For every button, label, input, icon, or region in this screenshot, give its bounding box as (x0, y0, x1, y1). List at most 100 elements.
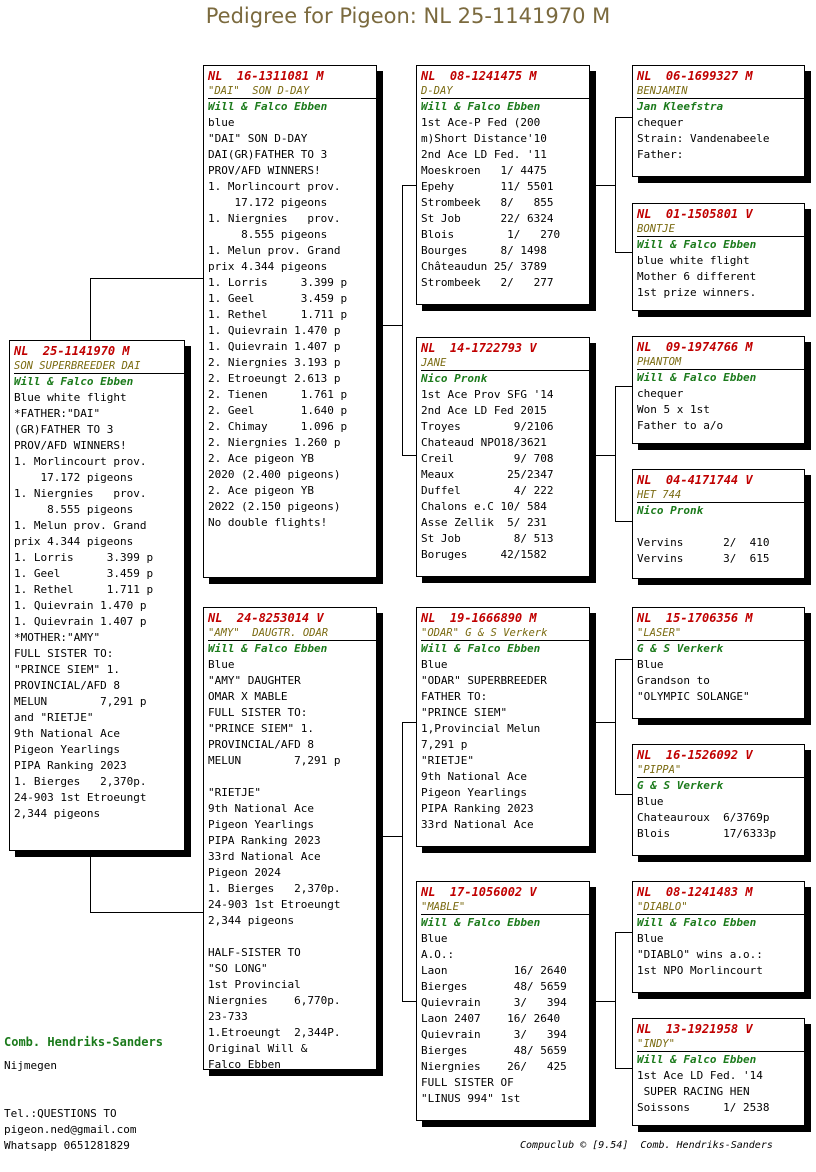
pigeon-details: Blue "ODAR" SUPERBREEDER FATHER TO: "PRI… (421, 658, 547, 831)
connector (90, 278, 91, 340)
ring-number: NL 09-1974766 M (637, 340, 753, 354)
owner-name: Nico Pronk (421, 372, 488, 385)
pigeon-details: chequer Strain: Vandenabeele Father: (637, 116, 770, 161)
pigeon-name: "DIABLO" (637, 900, 804, 915)
pigeon-name: PHANTOM (637, 355, 804, 370)
owner-name: Jan Kleefstra (637, 100, 724, 113)
pigeon-details: chequer Won 5 x 1st Father to a/o (637, 387, 724, 432)
pigeon-name: "INDY" (637, 1037, 804, 1052)
ring-number: NL 25-1141970 M (14, 344, 130, 358)
connector (615, 386, 633, 387)
pigeon-name: "LASER" (637, 626, 804, 641)
connector (615, 117, 616, 253)
connector (615, 252, 633, 253)
pigeon-details: Blue A.O.: Laon 16/ 2640 Bierges 48/ 565… (421, 932, 567, 1105)
ring-number: NL 08-1241483 M (637, 885, 753, 899)
ring-number: NL 15-1706356 M (637, 611, 753, 625)
owner-name: Will & Falco Ebben (421, 100, 541, 113)
connector (90, 278, 204, 279)
ring-number: NL 17-1056002 V (421, 885, 537, 899)
connector (589, 185, 616, 186)
pigeon-name: D-DAY (421, 84, 589, 99)
pigeon-card-mmm[interactable]: NL 13-1921958 V "INDY" Will & Falco Ebbe… (632, 1018, 805, 1126)
pigeon-name: "DAI" SON D-DAY (208, 84, 376, 99)
pigeon-name: "MABLE" (421, 900, 589, 915)
pigeon-details: Blue white flight *FATHER:"DAI" (GR)FATH… (14, 391, 154, 820)
owner-name: Will & Falco Ebben (208, 100, 328, 113)
owner-name: Will & Falco Ebben (14, 375, 134, 388)
pigeon-details: Blue Grandson to "OLYMPIC SOLANGE" (637, 658, 750, 703)
connector (402, 722, 403, 1002)
pigeon-card-fmm[interactable]: NL 04-4171744 V HET 744 Nico Pronk Vervi… (632, 469, 805, 579)
pigeon-card-fmf[interactable]: NL 09-1974766 M PHANTOM Will & Falco Ebb… (632, 336, 805, 444)
owner-name: Will & Falco Ebben (421, 916, 541, 929)
connector (90, 912, 204, 913)
ring-number: NL 19-1666890 M (421, 611, 537, 625)
owner-name: Will & Falco Ebben (637, 238, 757, 251)
pigeon-name: SON SUPERBREEDER DAI (14, 359, 184, 374)
owner-name: Will & Falco Ebben (637, 371, 757, 384)
breeder-city: Nijmegen (4, 1059, 57, 1072)
connector (589, 1001, 616, 1002)
pigeon-details: Blue "AMY" DAUGHTER OMAR X MABLE FULL SI… (208, 658, 341, 1070)
owner-name: G & S Verkerk (637, 642, 724, 655)
breeder-contact: Tel.:QUESTIONS TO pigeon.ned@gmail.com W… (4, 1107, 137, 1152)
connector (615, 1068, 633, 1069)
ring-number: NL 08-1241475 M (421, 69, 537, 83)
connector (376, 836, 403, 837)
pigeon-card-mother[interactable]: NL 24-8253014 V "AMY" DAUGTR. ODAR Will … (203, 607, 377, 1070)
pigeon-card-grandfather-maternal[interactable]: NL 19-1666890 M "ODAR" G & S Verkerk Wil… (416, 607, 590, 847)
pigeon-card-mmf[interactable]: NL 08-1241483 M "DIABLO" Will & Falco Eb… (632, 881, 805, 993)
connector (90, 851, 91, 913)
pigeon-card-fff[interactable]: NL 06-1699327 M BENJAMIN Jan Kleefstra c… (632, 65, 805, 177)
connector (589, 455, 616, 456)
breeder-name: Comb. Hendriks-Sanders (4, 1035, 163, 1049)
connector (615, 659, 616, 795)
connector (615, 932, 616, 1069)
connector (615, 932, 633, 933)
pigeon-name: BONTJE (637, 222, 804, 237)
connector (402, 722, 417, 723)
pigeon-card-mfm[interactable]: NL 16-1526092 V "PIPPA" G & S Verkerk Bl… (632, 744, 805, 856)
pigeon-name: "PIPPA" (637, 763, 804, 778)
ring-number: NL 01-1505801 V (637, 207, 753, 221)
ring-number: NL 24-8253014 V (208, 611, 324, 625)
pigeon-card-grandfather-paternal[interactable]: NL 08-1241475 M D-DAY Will & Falco Ebben… (416, 65, 590, 305)
ring-number: NL 16-1526092 V (637, 748, 753, 762)
connector (615, 659, 633, 660)
owner-name: Will & Falco Ebben (208, 642, 328, 655)
pigeon-card-grandmother-paternal[interactable]: NL 14-1722793 V JANE Nico Pronk 1st Ace … (416, 337, 590, 577)
pigeon-details: blue white flight Mother 6 different 1st… (637, 254, 757, 299)
ring-number: NL 14-1722793 V (421, 341, 537, 355)
connector (376, 325, 403, 326)
connector (402, 185, 403, 456)
connector (589, 722, 616, 723)
ring-number: NL 06-1699327 M (637, 69, 753, 83)
pigeon-name: BENJAMIN (637, 84, 804, 99)
pigeon-card-father[interactable]: NL 16-1311081 M "DAI" SON D-DAY Will & F… (203, 65, 377, 578)
owner-name: Will & Falco Ebben (637, 1053, 757, 1066)
pigeon-card-grandmother-maternal[interactable]: NL 17-1056002 V "MABLE" Will & Falco Ebb… (416, 881, 590, 1121)
pigeon-name: "AMY" DAUGTR. ODAR (208, 626, 376, 641)
pigeon-card-mff[interactable]: NL 15-1706356 M "LASER" G & S Verkerk Bl… (632, 607, 805, 719)
ring-number: NL 04-4171744 V (637, 473, 753, 487)
connector (615, 794, 633, 795)
ring-number: NL 16-1311081 M (208, 69, 324, 83)
pigeon-details: Blue "DIABLO" wins a.o.: 1st NPO Morlinc… (637, 932, 763, 977)
pigeon-details: blue "DAI" SON D-DAY DAI(GR)FATHER TO 3 … (208, 116, 348, 529)
pigeon-name: HET 744 (637, 488, 804, 503)
connector (402, 185, 417, 186)
pigeon-details: Blue Chateauroux 6/3769p Blois 17/6333p (637, 795, 777, 840)
owner-name: Will & Falco Ebben (637, 916, 757, 929)
pigeon-card-subject[interactable]: NL 25-1141970 M SON SUPERBREEDER DAI Wil… (9, 340, 185, 851)
connector (402, 455, 417, 456)
owner-name: G & S Verkerk (637, 779, 724, 792)
ring-number: NL 13-1921958 V (637, 1022, 753, 1036)
footer-credit: Compuclub © [9.54] Comb. Hendriks-Sander… (520, 1140, 773, 1151)
connector (615, 386, 616, 522)
owner-name: Will & Falco Ebben (421, 642, 541, 655)
pigeon-name: "ODAR" G & S Verkerk (421, 626, 589, 641)
connector (615, 117, 633, 118)
pigeon-card-ffm[interactable]: NL 01-1505801 V BONTJE Will & Falco Ebbe… (632, 203, 805, 311)
page-title: Pedigree for Pigeon: NL 25-1141970 M (205, 4, 611, 28)
